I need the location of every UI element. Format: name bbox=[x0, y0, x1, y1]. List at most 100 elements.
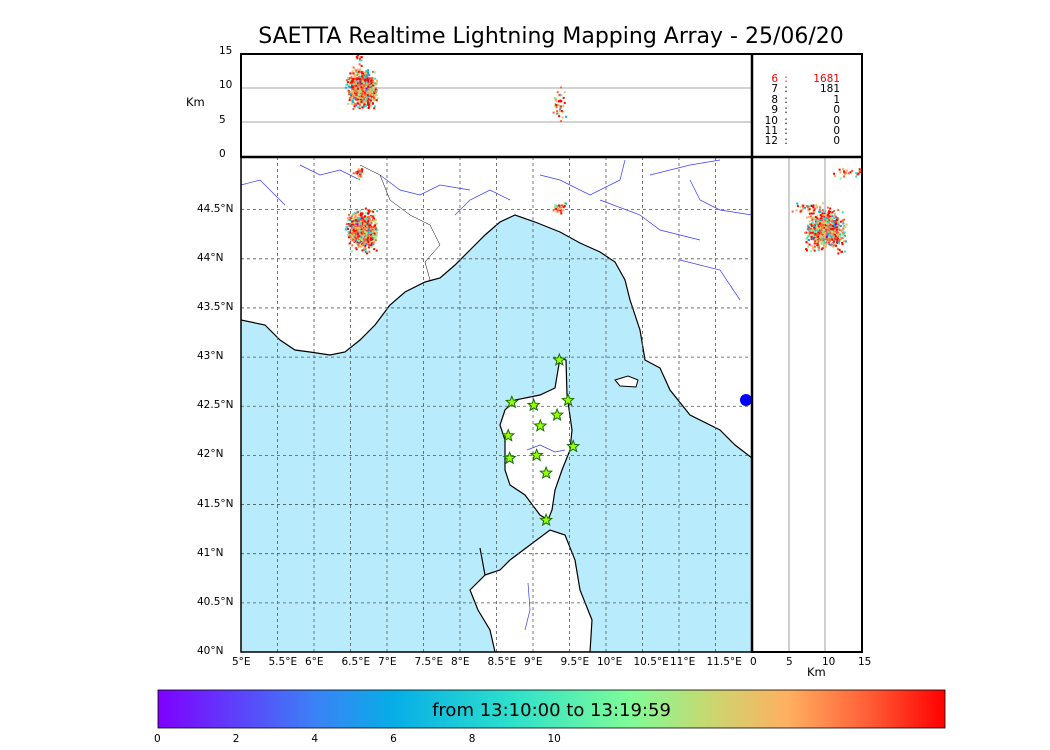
lightning-source bbox=[357, 234, 360, 237]
lightning-source bbox=[360, 236, 363, 239]
lightning-source bbox=[349, 219, 352, 222]
lightning-source-altitude bbox=[556, 112, 559, 115]
lightning-source-latitude bbox=[817, 227, 820, 230]
lightning-source bbox=[350, 231, 353, 234]
lightning-source-latitude bbox=[825, 229, 828, 232]
lightning-source-altitude bbox=[359, 58, 362, 61]
lightning-source-latitude bbox=[825, 234, 828, 237]
lightning-source-latitude bbox=[815, 240, 818, 243]
lightning-source-altitude bbox=[364, 100, 367, 103]
lightning-source-latitude bbox=[814, 220, 817, 223]
lightning-source-altitude bbox=[552, 111, 555, 114]
lightning-source bbox=[375, 236, 378, 239]
lightning-source-latitude bbox=[791, 210, 794, 213]
lightning-source-latitude bbox=[832, 228, 835, 231]
lightning-source-altitude bbox=[363, 103, 366, 106]
map bbox=[241, 157, 752, 652]
colorbar bbox=[157, 689, 946, 729]
lightning-source bbox=[356, 237, 359, 240]
lightning-source-latitude bbox=[825, 242, 828, 245]
lightning-source bbox=[560, 212, 563, 215]
lightning-source-latitude bbox=[813, 242, 816, 245]
lightning-source-latitude bbox=[813, 209, 816, 212]
lightning-source-altitude bbox=[367, 82, 370, 85]
lightning-source bbox=[352, 239, 355, 242]
lightning-source-altitude bbox=[359, 88, 362, 91]
lightning-source bbox=[352, 228, 355, 231]
lightning-source-altitude bbox=[554, 102, 557, 105]
lightning-source bbox=[347, 222, 350, 225]
lightning-source bbox=[361, 249, 364, 252]
lightning-source-latitude bbox=[823, 239, 826, 242]
lightning-source-altitude bbox=[361, 78, 364, 81]
lightning-source-latitude bbox=[817, 224, 820, 227]
lightning-source-latitude bbox=[811, 222, 814, 225]
lightning-source-latitude bbox=[824, 234, 827, 237]
lightning-source bbox=[362, 236, 365, 239]
lightning-source-altitude bbox=[358, 96, 361, 99]
lightning-source bbox=[375, 231, 378, 234]
lightning-source-altitude bbox=[367, 92, 370, 95]
lightning-source-latitude bbox=[821, 247, 824, 250]
lightning-source bbox=[354, 246, 357, 249]
lightning-source bbox=[370, 222, 373, 225]
lightning-source bbox=[368, 250, 371, 253]
lightning-source bbox=[357, 231, 360, 234]
lightning-source-latitude bbox=[816, 244, 819, 247]
lightning-source-latitude bbox=[841, 236, 844, 239]
lightning-source-latitude bbox=[837, 233, 840, 236]
lightning-source-latitude bbox=[824, 239, 827, 242]
lightning-source-altitude bbox=[370, 82, 373, 85]
lightning-source-latitude bbox=[838, 233, 841, 236]
x-tick-label: 8.5°E bbox=[487, 656, 517, 668]
lightning-source-latitude bbox=[842, 222, 845, 225]
lightning-source-latitude bbox=[841, 211, 844, 214]
lightning-source-altitude bbox=[353, 96, 356, 99]
lightning-source-latitude bbox=[804, 231, 807, 234]
lightning-source bbox=[361, 229, 364, 232]
lightning-source-latitude bbox=[809, 227, 812, 230]
lightning-source bbox=[373, 237, 376, 240]
lightning-source bbox=[360, 230, 363, 233]
lightning-source-altitude bbox=[360, 64, 363, 67]
lightning-source bbox=[362, 216, 365, 219]
lightning-source bbox=[359, 172, 362, 175]
lightning-source-altitude bbox=[367, 96, 370, 99]
lightning-source bbox=[356, 221, 359, 224]
lightning-source-latitude bbox=[830, 228, 833, 231]
lightning-source-altitude bbox=[352, 94, 355, 97]
lightning-source bbox=[374, 233, 377, 236]
lightning-source-latitude bbox=[855, 172, 858, 175]
lightning-source-altitude bbox=[349, 81, 352, 84]
lightning-source bbox=[366, 222, 369, 225]
lightning-source-latitude bbox=[829, 210, 832, 213]
lightning-source-altitude bbox=[371, 80, 374, 83]
lightning-source-latitude bbox=[815, 206, 818, 209]
lightning-source-latitude bbox=[796, 202, 799, 205]
lightning-source-altitude bbox=[363, 90, 366, 93]
lightning-source-altitude bbox=[560, 109, 563, 112]
lightning-source bbox=[367, 210, 370, 213]
latitude-panel-tick-label: 10 bbox=[822, 656, 836, 668]
lightning-source bbox=[372, 219, 375, 222]
lightning-source-latitude bbox=[829, 230, 832, 233]
lightning-source bbox=[349, 231, 352, 234]
lightning-source-altitude bbox=[359, 85, 362, 88]
lightning-source bbox=[347, 228, 350, 231]
lightning-source-latitude bbox=[832, 225, 835, 228]
lightning-source bbox=[358, 231, 361, 234]
lightning-source-latitude bbox=[826, 214, 829, 217]
lightning-source-latitude bbox=[820, 215, 823, 218]
lightning-source-latitude bbox=[831, 223, 834, 226]
lightning-source-latitude bbox=[829, 217, 832, 220]
lightning-source-latitude bbox=[823, 227, 826, 230]
lightning-source-altitude bbox=[358, 105, 361, 108]
station-star-icon bbox=[561, 393, 575, 407]
lightning-source-latitude bbox=[832, 240, 835, 243]
lightning-source bbox=[351, 235, 354, 238]
colorbar-tick-label: 6 bbox=[390, 733, 397, 745]
lightning-source-latitude bbox=[843, 232, 846, 235]
lightning-source-latitude bbox=[816, 223, 819, 226]
station-star-icon bbox=[552, 352, 567, 367]
lightning-source-altitude bbox=[561, 116, 564, 119]
